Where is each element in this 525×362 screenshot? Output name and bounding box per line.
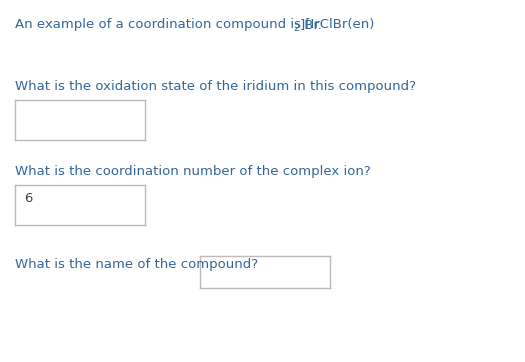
Text: What is the name of the compound?: What is the name of the compound? (15, 258, 258, 271)
Text: An example of a coordination compound is [IrClBr(en): An example of a coordination compound is… (15, 18, 374, 31)
Text: ]Br.: ]Br. (300, 18, 322, 31)
Text: What is the coordination number of the complex ion?: What is the coordination number of the c… (15, 165, 371, 178)
Text: 2: 2 (293, 23, 299, 33)
Text: 6: 6 (24, 192, 33, 205)
Text: What is the oxidation state of the iridium in this compound?: What is the oxidation state of the iridi… (15, 80, 416, 93)
